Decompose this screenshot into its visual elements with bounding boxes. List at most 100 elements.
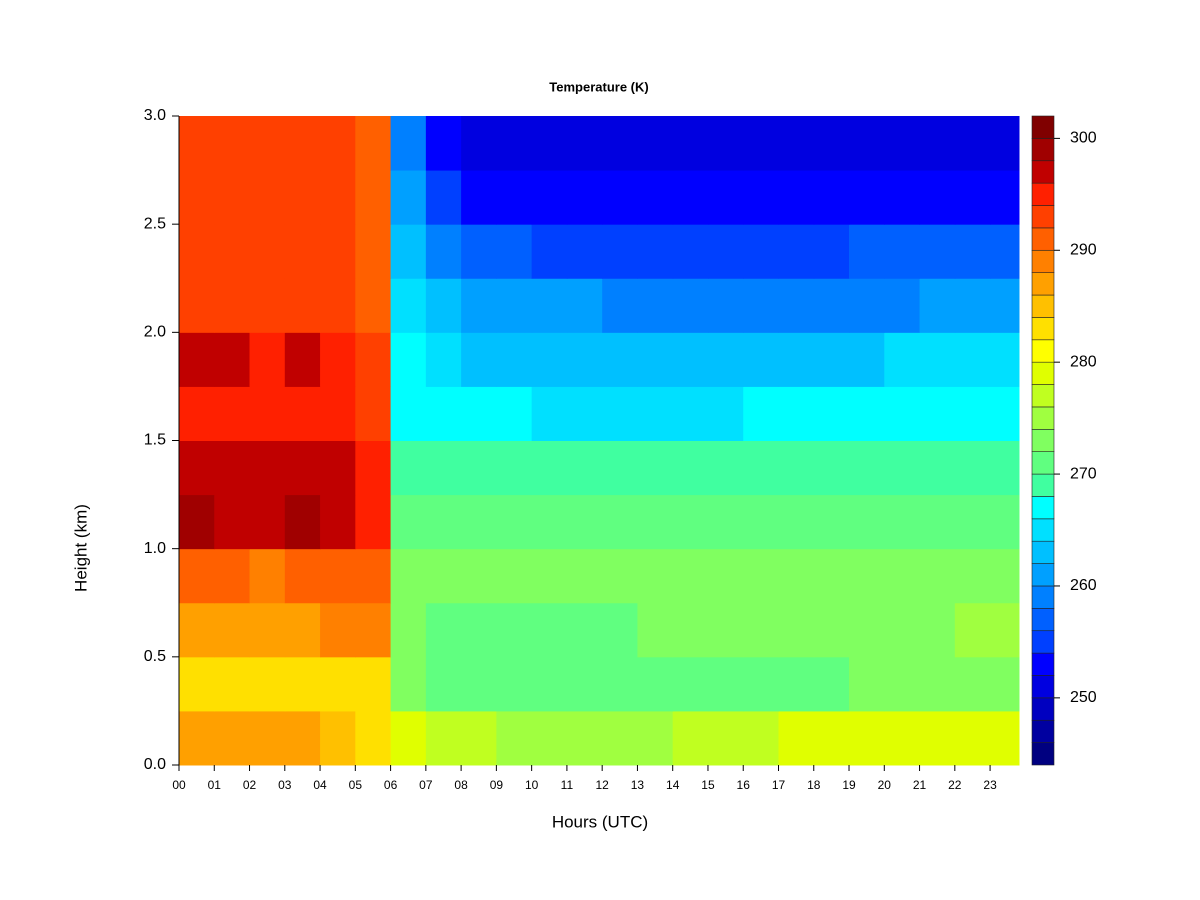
colorbar-band — [1031, 272, 1055, 296]
colorbar-band — [1031, 361, 1055, 385]
heat-cell — [425, 224, 462, 279]
heat-cell — [602, 602, 638, 658]
heat-cell — [390, 602, 427, 658]
heat-cell — [602, 440, 638, 496]
heat-cell — [566, 170, 603, 225]
heat-cell — [531, 710, 568, 766]
heat-cell — [849, 332, 885, 387]
heat-cell — [954, 440, 991, 496]
x-tick-label: 07 — [419, 778, 433, 792]
heat-cell — [672, 116, 709, 171]
heat-cell — [179, 440, 215, 496]
y-tick-label: 0.5 — [144, 648, 166, 665]
heat-cell — [990, 494, 1020, 550]
heat-cell — [461, 602, 497, 658]
heat-cell — [707, 224, 744, 279]
heat-cell — [425, 440, 462, 496]
heat-cell — [884, 548, 921, 604]
x-tick-label: 14 — [666, 778, 680, 792]
heat-cell — [637, 602, 674, 658]
colorbar-band — [1031, 697, 1055, 721]
heat-cell — [990, 386, 1020, 441]
heat-cell — [179, 656, 215, 712]
heat-cell — [954, 710, 991, 766]
colorbar-band — [1031, 675, 1055, 699]
heat-cell — [954, 116, 991, 171]
colorbar-band — [1031, 608, 1055, 632]
heat-cell — [284, 548, 321, 604]
heat-cell — [919, 332, 956, 387]
heat-cell — [320, 710, 356, 766]
heat-cell — [179, 116, 215, 171]
heat-cell — [496, 224, 533, 279]
heat-cell — [743, 116, 779, 171]
heat-cell — [849, 170, 885, 225]
heat-cell — [884, 440, 921, 496]
heat-cell — [778, 548, 815, 604]
heat-cell — [531, 278, 568, 333]
heat-cell — [179, 386, 215, 441]
heat-cell — [672, 170, 709, 225]
x-tick-label: 13 — [631, 778, 645, 792]
heat-cell — [179, 170, 215, 225]
heat-cell — [672, 710, 709, 766]
heat-cell — [214, 602, 251, 658]
heat-cell — [743, 170, 779, 225]
heat-cell — [813, 116, 850, 171]
heat-cell — [355, 494, 392, 550]
heat-cell — [531, 440, 568, 496]
heat-cell — [179, 710, 215, 766]
colorbar-band — [1031, 160, 1055, 184]
heat-cell — [566, 710, 603, 766]
heat-cell — [778, 386, 815, 441]
heat-cell — [355, 386, 392, 441]
heat-cell — [214, 656, 251, 712]
colorbar-band — [1031, 563, 1055, 587]
heat-cell — [778, 656, 815, 712]
heat-cell — [461, 494, 497, 550]
heat-cell — [179, 548, 215, 604]
heat-cell — [707, 278, 744, 333]
x-axis-label: Hours (UTC) — [552, 812, 648, 831]
heat-cell — [390, 332, 427, 387]
heat-cell — [249, 386, 286, 441]
heat-cell — [461, 278, 497, 333]
heat-cell — [849, 440, 885, 496]
heat-cell — [707, 116, 744, 171]
heat-cell — [849, 710, 885, 766]
heat-cell — [461, 656, 497, 712]
colorbar-tick-label: 250 — [1070, 689, 1097, 706]
heat-cell — [566, 656, 603, 712]
heat-cell — [637, 494, 674, 550]
heat-cell — [320, 386, 356, 441]
heat-cell — [778, 224, 815, 279]
heat-cell — [566, 332, 603, 387]
heat-cell — [672, 440, 709, 496]
heat-cell — [390, 170, 427, 225]
heat-cell — [990, 656, 1020, 712]
heat-cell — [284, 440, 321, 496]
heat-cell — [284, 386, 321, 441]
heat-cell — [425, 548, 462, 604]
heat-cell — [884, 224, 921, 279]
heat-cell — [778, 440, 815, 496]
colorbar-band — [1031, 719, 1055, 743]
heat-cell — [849, 278, 885, 333]
heat-cell — [320, 440, 356, 496]
heat-cell — [672, 386, 709, 441]
x-tick-label: 01 — [208, 778, 222, 792]
heat-cell — [531, 170, 568, 225]
heat-cell — [425, 332, 462, 387]
colorbar-band — [1031, 138, 1055, 162]
heat-cell — [919, 548, 956, 604]
heat-cell — [179, 332, 215, 387]
heat-cell — [425, 170, 462, 225]
heat-cell — [849, 602, 885, 658]
heat-cell — [813, 278, 850, 333]
y-tick-label: 2.5 — [144, 215, 166, 232]
y-tick-label: 1.5 — [144, 432, 166, 449]
heat-cell — [355, 332, 392, 387]
heat-cell — [637, 278, 674, 333]
heat-cell — [566, 278, 603, 333]
colorbar-tick-label: 300 — [1070, 130, 1097, 147]
